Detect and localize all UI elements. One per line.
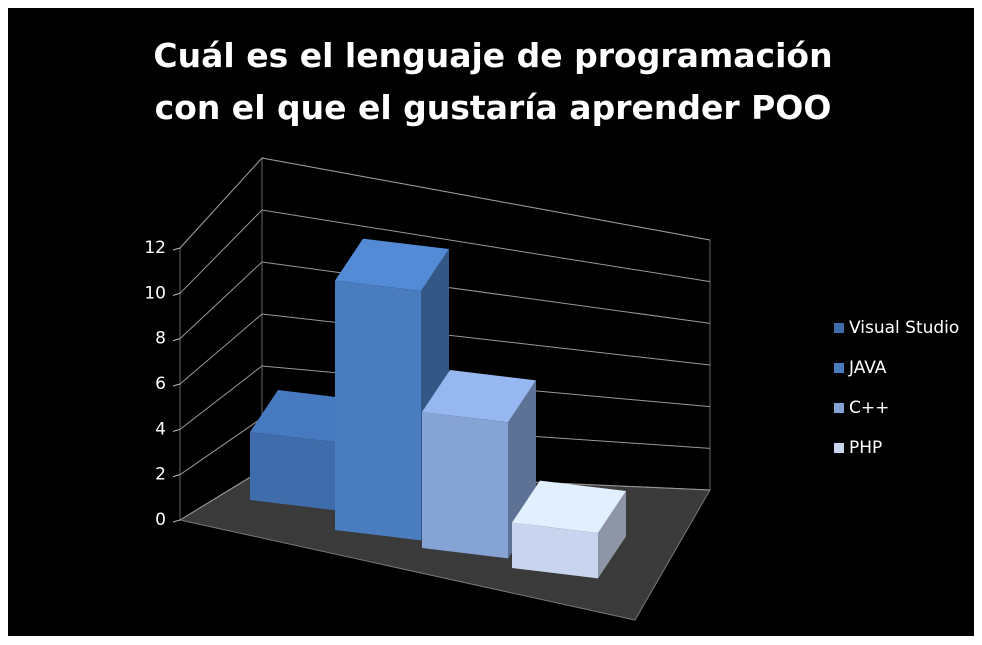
- y-tick: [172, 519, 181, 523]
- chart-title: Cuál es el lenguaje de programación con …: [153, 36, 833, 127]
- y-tick: [172, 474, 181, 478]
- legend-label: JAVA: [848, 358, 887, 378]
- y-tick: [172, 247, 181, 251]
- bar-side: [598, 490, 626, 579]
- y-tick: [172, 292, 181, 296]
- chart-area: Cuál es el lenguaje de programación con …: [8, 8, 974, 636]
- y-tick-label: 8: [155, 329, 166, 349]
- legend-swatch: [834, 323, 844, 333]
- y-tick-label: 4: [155, 419, 166, 439]
- bar: [335, 280, 421, 541]
- y-tick: [172, 383, 181, 387]
- chart: 0 2 4 6 8 10 12 Visual Studio JAVA C++ PHP: [144, 156, 959, 621]
- legend-label: Visual Studio: [849, 318, 959, 338]
- legend-swatch: [834, 443, 844, 453]
- y-tick: [172, 338, 181, 342]
- y-tick: [172, 428, 181, 432]
- bar-top: [335, 238, 449, 291]
- y-tick-label: 0: [155, 510, 166, 530]
- legend-swatch: [834, 363, 844, 373]
- y-tick-label: 6: [155, 374, 166, 394]
- bar: [422, 412, 508, 559]
- legend-label: C++: [849, 398, 889, 418]
- grid-line: [179, 261, 711, 340]
- grid-line: [179, 365, 711, 430]
- y-tick-label: 2: [155, 465, 166, 485]
- legend-swatch: [834, 403, 844, 413]
- bar: [512, 522, 598, 579]
- bar: [250, 432, 336, 511]
- grid-line: [179, 157, 711, 249]
- bar-top: [422, 370, 536, 423]
- bar-top: [512, 480, 626, 533]
- y-tick-label: 12: [144, 238, 166, 258]
- grid-line: [179, 209, 711, 294]
- grid-line: [179, 313, 711, 385]
- legend-label: PHP: [849, 438, 882, 458]
- y-tick-label: 10: [144, 283, 166, 303]
